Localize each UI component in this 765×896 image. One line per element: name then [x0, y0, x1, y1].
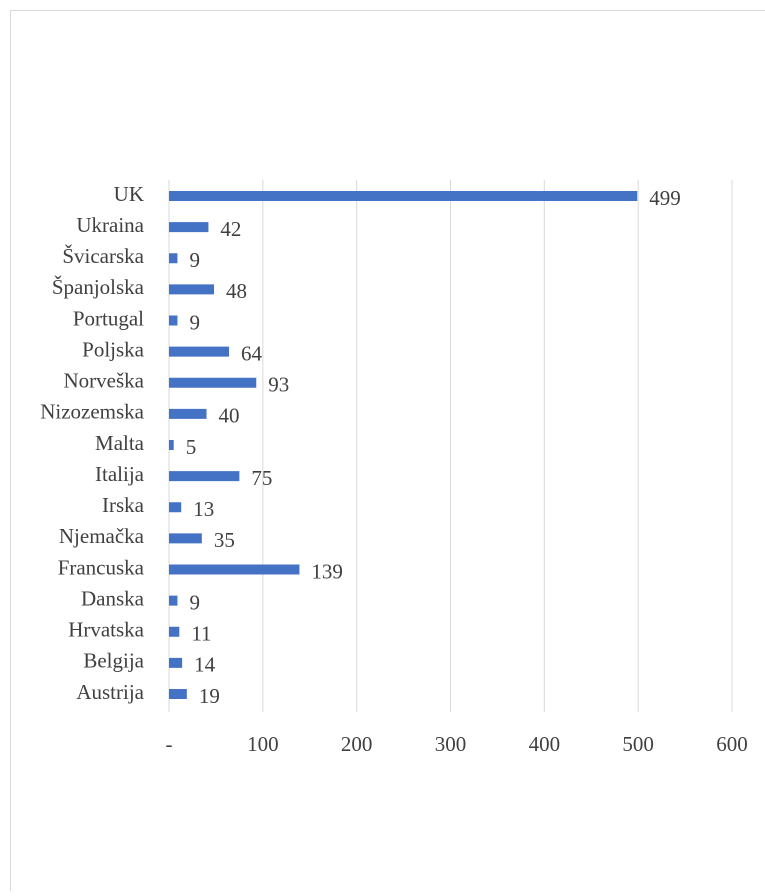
- y-tick-label: Njemačka: [59, 524, 145, 548]
- data-label: 9: [189, 590, 200, 614]
- x-tick-label: 600: [716, 732, 748, 756]
- y-tick-label: Poljska: [82, 337, 145, 361]
- data-label: 499: [649, 186, 681, 210]
- x-tick-label: 200: [341, 732, 373, 756]
- data-label: 42: [220, 217, 241, 241]
- bar: [169, 409, 207, 419]
- bar: [169, 689, 187, 699]
- data-label: 75: [251, 466, 272, 490]
- bar: [169, 471, 239, 481]
- data-label: 13: [193, 497, 214, 521]
- data-label: 19: [199, 684, 220, 708]
- y-tick-label: Malta: [95, 431, 145, 455]
- y-tick-label: Hrvatska: [68, 618, 144, 642]
- bar: [169, 533, 202, 543]
- data-label: 40: [219, 404, 240, 428]
- bar: [169, 191, 637, 201]
- x-tick-label: 500: [622, 732, 654, 756]
- y-tick-label: Ukraina: [76, 213, 144, 237]
- y-tick-label: Norveška: [64, 369, 145, 393]
- bar: [169, 347, 229, 357]
- x-tick-label: 300: [435, 732, 467, 756]
- data-label: 35: [214, 528, 235, 552]
- data-label: 5: [186, 435, 197, 459]
- bar: [169, 378, 256, 388]
- bar: [169, 565, 299, 575]
- data-label: 64: [241, 341, 263, 365]
- y-tick-label: UK: [114, 182, 144, 206]
- data-label: 93: [268, 373, 289, 397]
- x-tick-label: 400: [529, 732, 561, 756]
- y-tick-label: Austrija: [76, 680, 144, 704]
- bar: [169, 658, 182, 668]
- data-label: 9: [189, 310, 200, 334]
- bar: [169, 222, 208, 232]
- x-tick-label: -: [166, 732, 173, 756]
- y-tick-label: Belgija: [83, 649, 144, 673]
- y-tick-label: Nizozemska: [40, 400, 144, 424]
- bar: [169, 253, 177, 263]
- y-tick-label: Italija: [95, 462, 145, 486]
- data-label: 9: [189, 248, 200, 272]
- y-tick-label: Španjolska: [52, 275, 145, 299]
- data-label: 139: [311, 559, 343, 583]
- y-tick-label: Portugal: [73, 306, 144, 330]
- y-tick-label: Švicarska: [62, 244, 144, 268]
- bar: [169, 596, 177, 606]
- bar: [169, 627, 179, 637]
- data-label: 11: [191, 622, 211, 646]
- data-label: 14: [194, 653, 216, 677]
- data-label: 48: [226, 279, 247, 303]
- bar: [169, 284, 214, 294]
- y-tick-label: Irska: [102, 493, 145, 517]
- bar: [169, 440, 174, 450]
- y-tick-label: Francuska: [58, 555, 145, 579]
- bar: [169, 502, 181, 512]
- bar: [169, 316, 177, 326]
- x-tick-label: 100: [247, 732, 279, 756]
- y-tick-label: Danska: [81, 586, 145, 610]
